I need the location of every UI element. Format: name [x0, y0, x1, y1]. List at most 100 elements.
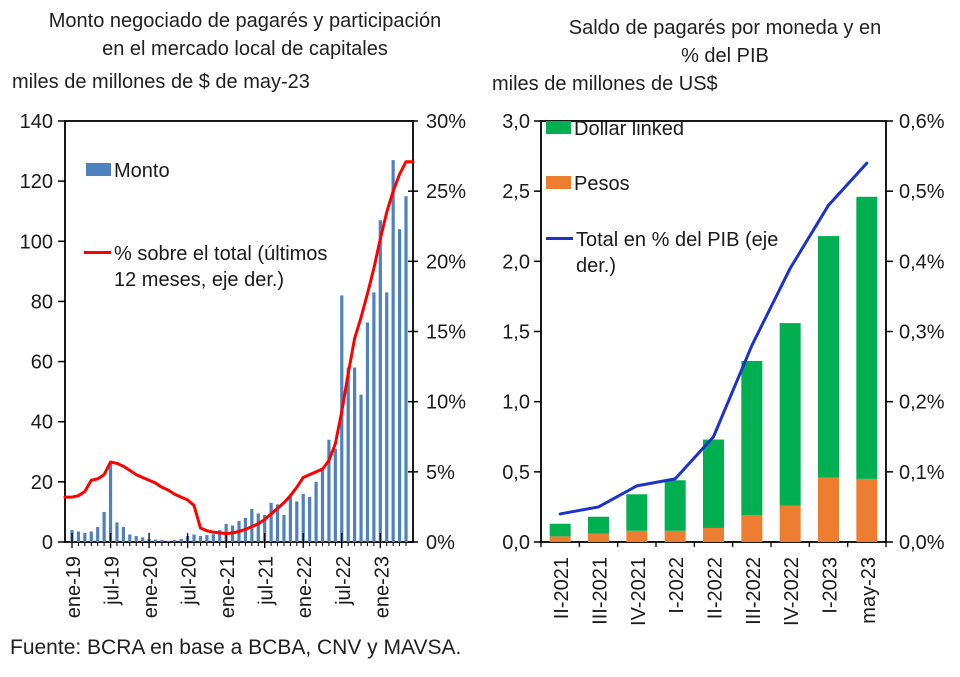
bar	[198, 535, 203, 542]
pesos-bar-segment	[549, 536, 571, 542]
bar	[295, 501, 299, 542]
bar	[346, 367, 350, 542]
x-axis-tick-label: I-2023	[820, 557, 842, 614]
monto-swatch-icon	[86, 163, 111, 176]
y-right-tick-label: 0,6%	[899, 111, 945, 133]
pesos-bar-segment	[856, 478, 878, 542]
y-left-tick-label: 0,5	[502, 462, 530, 484]
pesos-bar-segment	[664, 530, 686, 542]
pesos-bar-segment	[741, 515, 763, 542]
y-left-tick-label: 120	[20, 171, 53, 193]
legend-item-pesos: Pesos	[546, 171, 630, 197]
y-right-tick-label: 20%	[426, 251, 466, 273]
left-chart-unit-label: miles de millones de $ de may-23	[12, 71, 310, 93]
pesos-bar-segment	[818, 477, 839, 542]
y-right-tick-label: 0,0%	[899, 532, 945, 554]
dollar-linked-bar-segment	[549, 523, 571, 537]
bar	[256, 513, 260, 542]
x-axis-tick-label: III-2022	[743, 557, 765, 625]
y-left-tick-label: 0	[42, 532, 53, 554]
pesos-bar-segment	[703, 527, 724, 542]
bar	[378, 220, 382, 542]
bar	[121, 526, 125, 542]
bar	[365, 322, 370, 542]
bar	[173, 539, 177, 542]
x-axis-tick-label: ene-22	[294, 556, 316, 618]
x-axis-tick-label: II-2022	[705, 557, 727, 619]
y-left-tick-label: 140	[20, 111, 53, 133]
bar	[160, 539, 164, 542]
pesos-bar-segment	[779, 505, 801, 542]
bar	[115, 522, 119, 542]
bar	[141, 537, 145, 542]
pesos-bar-segment	[626, 530, 648, 542]
pesos-bar-segment	[588, 533, 609, 542]
bar	[372, 292, 376, 542]
dollar-linked-bar-segment	[626, 494, 648, 531]
bar	[282, 514, 286, 542]
y-left-tick-label: 100	[20, 231, 53, 253]
bar	[76, 531, 81, 542]
x-axis-tick-label: ene-23	[371, 556, 393, 618]
bar	[269, 502, 273, 542]
y-left-tick-label: 0,0	[502, 532, 530, 554]
bar	[353, 367, 357, 542]
x-axis-tick-label: III-2021	[590, 557, 612, 625]
bar	[397, 229, 402, 542]
bar	[89, 531, 93, 542]
y-left-tick-label: 1,5	[502, 322, 530, 344]
legend-label-total-pib: Total en % del PIB (eje der.)	[576, 229, 779, 277]
dollar-linked-bar-segment	[741, 360, 763, 516]
x-axis-tick-label: ene-19	[63, 556, 85, 618]
x-axis-tick-label: jul-19	[102, 556, 124, 606]
bar	[108, 463, 113, 542]
x-axis-tick-label: IV-2021	[628, 557, 650, 626]
legend-label-dollar-linked: Dollar linked	[574, 118, 685, 140]
y-left-tick-label: 1,0	[502, 392, 530, 414]
bar	[333, 448, 337, 542]
y-right-tick-label: 0,3%	[899, 322, 945, 344]
source-note: Fuente: BCRA en base a BCBA, CNV y MAVSA…	[10, 636, 462, 659]
x-axis-tick-label: ene-21	[217, 556, 239, 618]
bar	[166, 540, 170, 542]
right-chart-title-line2: % del PIB	[681, 45, 769, 67]
bar	[205, 535, 209, 542]
dollar-linked-swatch-icon	[546, 121, 571, 134]
legend-label-pct-total: % sobre el total (últimos 12 meses, eje …	[114, 243, 328, 291]
x-axis-tick-label: IV-2022	[781, 557, 803, 626]
y-right-tick-label: 25%	[426, 181, 466, 203]
legend-item-dollar-linked: Dollar linked	[546, 116, 684, 142]
bar	[134, 535, 138, 542]
bar	[385, 292, 389, 542]
right-chart-canvas: 0,0 0,5 1,0 1,5 2,0 2,5 3,0 0,0% 0,1% 0,2% 0,3% 0,4…	[502, 111, 945, 626]
dollar-linked-bar-segment	[588, 516, 609, 534]
y-left-tick-label: 40	[31, 412, 53, 434]
bar	[308, 496, 312, 542]
bar	[211, 534, 215, 542]
y-right-tick-label: 30%	[426, 111, 466, 133]
bar	[153, 539, 158, 542]
right-chart-unit-label: miles de millones de US$	[492, 73, 718, 95]
y-right-tick-label: 10%	[426, 392, 466, 414]
y-left-tick-label: 80	[31, 291, 53, 313]
y-right-tick-label: 15%	[426, 322, 466, 344]
bar	[83, 532, 87, 542]
y-right-tick-label: 0,4%	[899, 251, 945, 273]
y-left-tick-label: 3,0	[502, 111, 530, 133]
bar	[404, 196, 408, 542]
bar	[102, 511, 106, 542]
x-axis-tick-label: jul-22	[333, 556, 355, 606]
legend-item-total-pib: Total en % del PIB (eje der.)	[546, 227, 784, 279]
dollar-linked-bar-segment	[664, 480, 686, 531]
legend-label-pesos: Pesos	[574, 173, 630, 195]
legend-item-pct-total: % sobre el total (últimos 12 meses, eje …	[84, 241, 336, 293]
legend-label-monto: Monto	[114, 160, 170, 182]
y-left-tick-label: 2,5	[502, 181, 530, 203]
dollar-linked-bar-segment	[818, 236, 839, 478]
y-right-tick-label: 0%	[426, 532, 455, 554]
bar	[359, 394, 363, 542]
left-chart-title: Monto negociado de pagarés y participaci…	[0, 7, 490, 63]
x-axis-tick-label: II-2021	[551, 557, 573, 619]
y-right-tick-label: 5%	[426, 462, 455, 484]
